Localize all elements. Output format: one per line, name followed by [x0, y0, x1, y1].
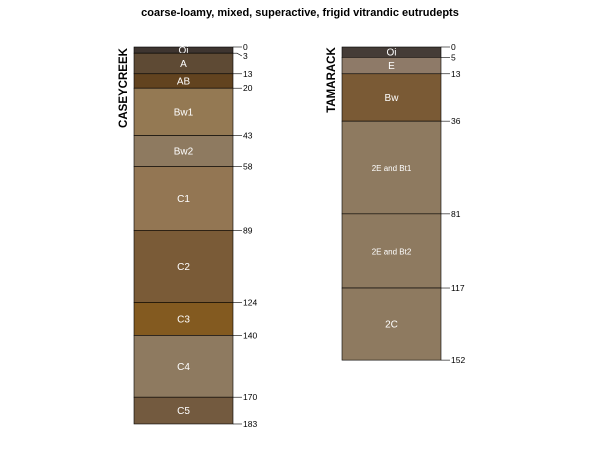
horizon-label: C4	[177, 362, 190, 373]
depth-label: 13	[243, 69, 253, 79]
horizon-label: 2E and Bt1	[372, 164, 412, 173]
depth-label: 5	[451, 52, 456, 62]
depth-label: 13	[451, 69, 461, 79]
horizon-c5	[133, 396, 234, 425]
depth-label: 124	[243, 297, 257, 307]
horizon-label: A	[180, 59, 187, 70]
depth-label: 81	[451, 209, 461, 219]
profile-name: CASEYCREEK	[118, 47, 130, 128]
horizon-label: E	[388, 61, 395, 72]
depth-label: 3	[243, 51, 248, 61]
depth-label: 117	[451, 283, 465, 293]
horizon-label: Oi	[387, 48, 397, 59]
depth-label: 89	[243, 225, 253, 235]
horizon-label: Oi	[179, 46, 189, 57]
horizon-label: 2E and Bt2	[372, 247, 412, 256]
horizon-c4	[133, 335, 234, 398]
horizon-label: C5	[177, 406, 190, 417]
depth-label: 183	[243, 419, 257, 429]
depth-label: 0	[451, 42, 456, 52]
depth-label: 0	[243, 42, 248, 52]
profile-caseycreek: CASEYCREEK Oi A AB Bw1 Bw2 C1 C2 C3 C4 C5 03 13 20 43…	[118, 42, 257, 429]
horizon-label: AB	[177, 76, 191, 87]
horizon-label: 2C	[385, 320, 398, 331]
depth-label: 170	[243, 392, 257, 402]
horizon-c3	[133, 302, 234, 336]
horizon-bw	[341, 73, 442, 122]
horizon-2e-and-bt1	[341, 120, 442, 215]
horizon-label: C3	[177, 314, 190, 325]
depth-label: 43	[243, 131, 253, 141]
depth-label: 36	[451, 116, 461, 126]
horizon-c2	[133, 230, 234, 303]
chart-title: coarse-loamy, mixed, superactive, frigid…	[141, 7, 459, 19]
depth-label: 20	[243, 83, 253, 93]
horizon-c1	[133, 166, 234, 231]
depth-label: 58	[243, 161, 253, 171]
profile-tamarack: TAMARACK Oi E Bw 2E and Bt1 2E and Bt2 2C 05 13…	[326, 42, 465, 365]
depth-tick	[233, 52, 243, 57]
horizon-label: C2	[177, 262, 190, 273]
horizon-bw1	[133, 87, 234, 136]
horizon-label: C1	[177, 194, 190, 205]
profile-name: TAMARACK	[326, 47, 338, 113]
depth-label: 152	[451, 355, 465, 365]
horizon-label: Bw	[385, 93, 400, 104]
depth-label: 140	[243, 330, 257, 340]
horizon-bw2	[133, 135, 234, 167]
horizon-2c	[341, 287, 442, 361]
horizon-label: Bw2	[174, 147, 194, 158]
horizon-2e-and-bt2	[341, 213, 442, 289]
horizon-label: Bw1	[174, 107, 194, 118]
